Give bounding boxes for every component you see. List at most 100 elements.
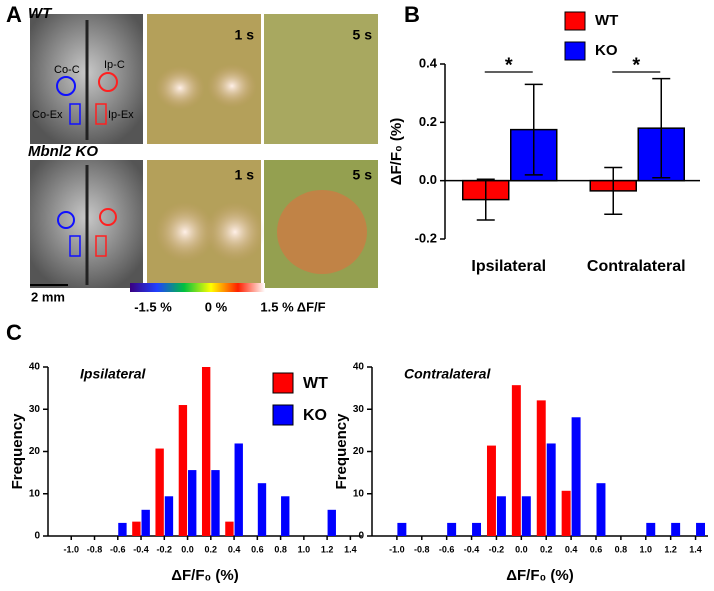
x-axis-label: ΔF/F₀ (%) [171,567,239,584]
bar [211,470,220,536]
bar [188,470,197,536]
x-tick-label: 0.8 [615,544,628,554]
annotation: Ipsilateral [80,366,146,382]
x-tick-label: -0.4 [133,544,149,554]
y-tick-label: 0.2 [419,114,437,129]
colorbar-label: 0 % [205,299,228,314]
y-tick-label: 40 [353,362,365,373]
x-tick-label: 0.0 [515,544,528,554]
image-panel [30,14,378,292]
x-tick-label: -0.8 [87,544,103,554]
x-tick-label: 1.4 [344,544,357,554]
x-tick-label: 1.2 [664,544,677,554]
bar [225,521,234,536]
colorbar-label: 1.5 % ΔF/F [260,299,325,314]
bar [646,522,656,536]
bar [536,400,546,536]
bar [486,445,496,536]
bar [118,522,127,536]
x-tick-label: 1.0 [640,544,653,554]
bar [596,483,606,536]
x-tick-label: 0.6 [251,544,264,554]
bar [571,417,581,536]
x-tick-label: 1.0 [298,544,311,554]
bar [511,385,521,536]
x-tick-label: 0.4 [565,544,578,554]
bar [327,509,336,536]
x-tick-label: 0.8 [274,544,287,554]
bar [696,522,706,536]
bar [201,367,211,536]
y-axis-label: Frequency [333,413,350,490]
legend-label: WT [595,12,618,29]
bar [447,522,457,536]
x-tick-label: 0.4 [228,544,241,554]
significance-mark: * [505,54,513,76]
x-tick-label: 0.0 [181,544,194,554]
x-tick-label: 1.2 [321,544,334,554]
y-tick-label: 30 [29,404,41,415]
y-tick-label: -0.2 [415,230,437,245]
bar [178,405,188,536]
x-tick-label: -0.4 [464,544,480,554]
x-tick-label: Contralateral [587,258,686,275]
legend-label: WT [303,375,328,392]
annotation: Contralateral [404,366,491,382]
bar [671,522,681,536]
x-tick-label: Ipsilateral [471,258,546,275]
bar [281,496,290,536]
x-tick-label: 0.2 [540,544,553,554]
bar [397,522,407,536]
significance-mark: * [632,54,640,76]
bar [155,448,164,536]
y-tick-label: 0 [34,531,40,542]
legend-swatch [272,404,294,426]
y-tick-label: 40 [29,362,41,373]
y-tick-label: 10 [29,488,41,499]
y-tick-label: 0.0 [419,172,437,187]
genotype-label: WT [28,5,53,22]
bar [546,443,556,536]
bar [132,521,141,536]
legend-swatch [564,41,586,61]
y-tick-label: 20 [353,446,365,457]
y-tick-label: 20 [29,446,41,457]
legend-swatch [564,11,586,31]
genotype-label: Mbnl2 KO [28,143,98,160]
x-tick-label: -0.6 [110,544,126,554]
x-tick-label: 0.6 [590,544,603,554]
y-axis-label: Frequency [9,413,26,490]
bar [141,509,150,536]
y-tick-label: 0.4 [419,55,438,70]
x-tick-label: -0.6 [439,544,455,554]
bar [472,522,482,536]
x-tick-label: -1.0 [389,544,405,554]
roi-label: Ip-C [104,59,125,71]
x-tick-label: -0.2 [489,544,505,554]
panel-label: C [6,320,22,345]
bar [561,490,571,536]
time-label: 5 s [353,27,373,43]
y-tick-label: 30 [353,404,365,415]
bar [257,483,267,536]
scale-bar-label: 2 mm [31,289,65,304]
y-tick-label: 0 [358,531,364,542]
panel-label: B [404,2,420,27]
time-label: 1 s [235,27,255,43]
x-tick-label: -0.8 [414,544,430,554]
bar [496,496,506,536]
y-tick-label: 10 [353,488,365,499]
y-axis-label: ΔF/F₀ (%) [388,118,405,186]
panel-label: A [6,2,22,27]
time-label: 1 s [235,167,255,183]
roi-label: Co-C [54,64,80,76]
x-axis-label: ΔF/F₀ (%) [506,567,574,584]
roi-label: Ip-Ex [108,109,134,121]
x-tick-label: -0.2 [157,544,173,554]
colorbar-label: -1.5 % [134,299,172,314]
legend-label: KO [303,407,327,424]
legend-label: KO [595,42,618,59]
time-label: 5 s [353,167,373,183]
bar [164,496,174,536]
